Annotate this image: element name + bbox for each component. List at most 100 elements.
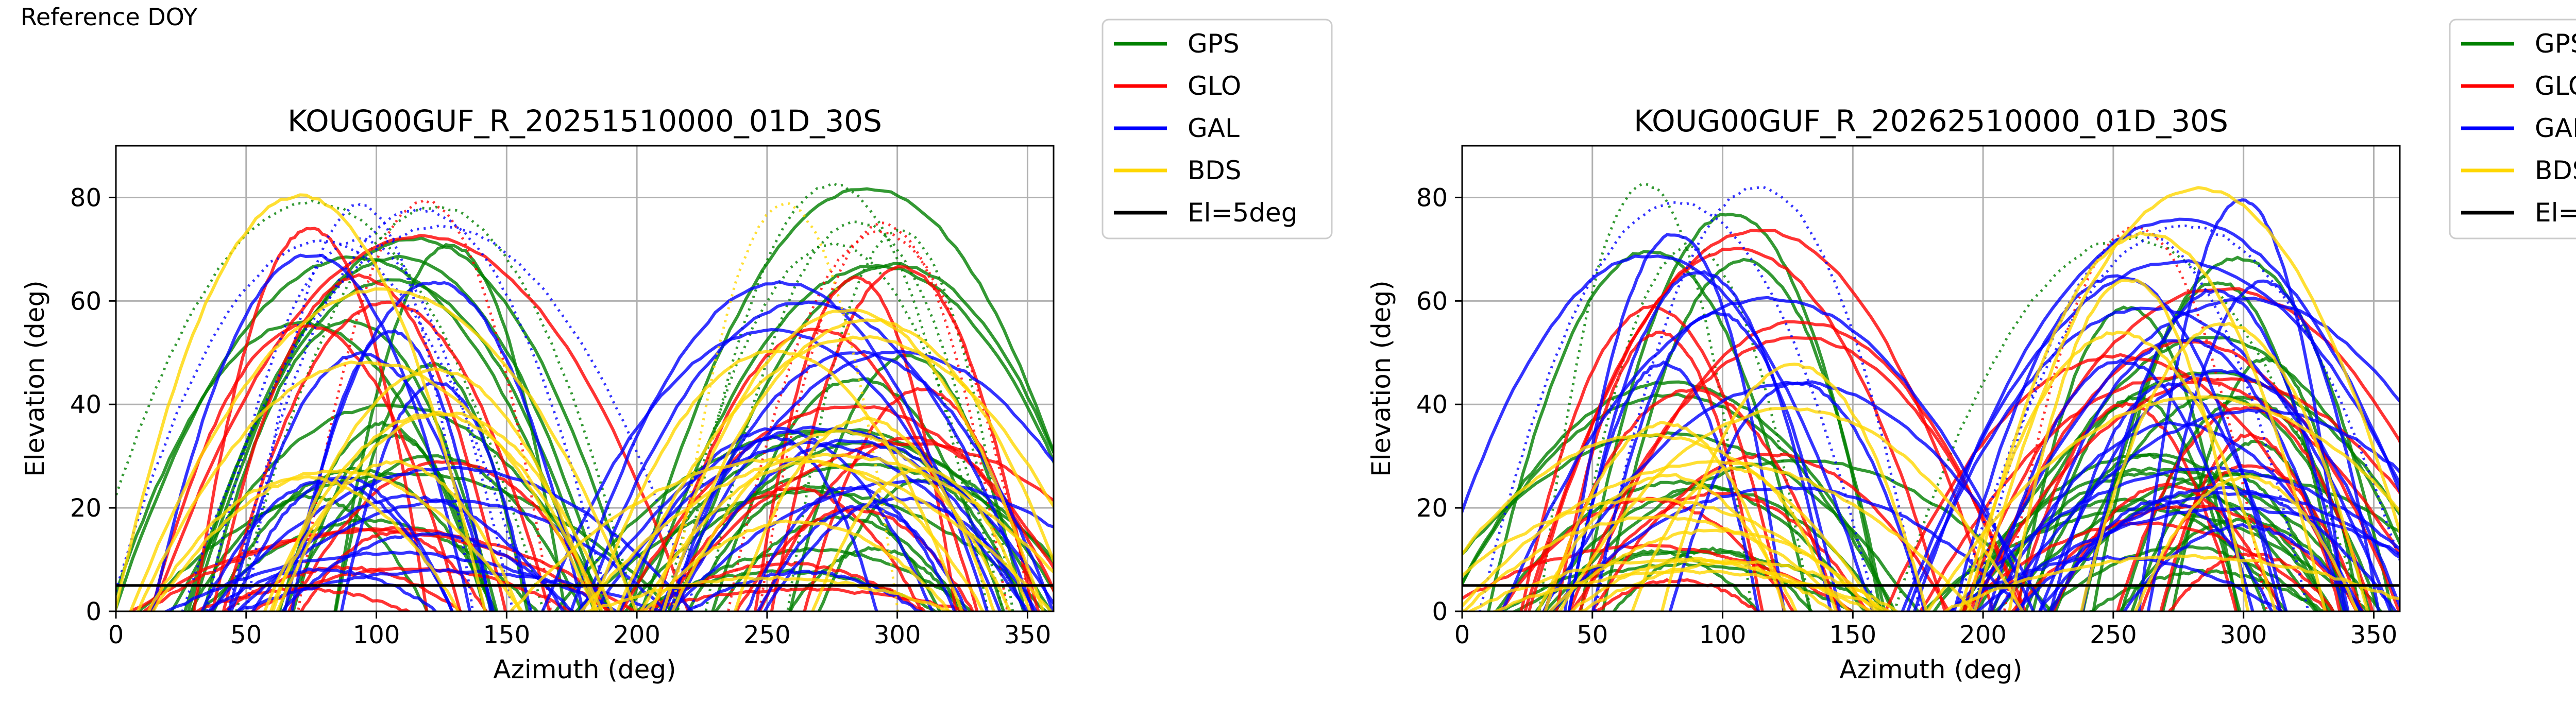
track-glo <box>223 565 464 611</box>
track-gps <box>235 205 637 611</box>
track-bds <box>1569 557 1835 611</box>
x-tick-label: 0 <box>108 621 124 649</box>
track-gal <box>2038 485 2398 611</box>
figure-note: Reference DOY <box>21 3 198 31</box>
y-tick-label: 20 <box>70 494 101 523</box>
x-tick-label: 300 <box>874 621 921 649</box>
track-glo <box>1568 336 2027 611</box>
y-tick-label: 60 <box>70 287 101 316</box>
x-tick-label: 100 <box>1699 621 1747 649</box>
track-bds <box>1966 231 2327 611</box>
satellite-tracks <box>1462 182 2400 611</box>
track-gal <box>578 425 1054 611</box>
track-bds <box>1973 186 2400 611</box>
legend-label: GLO <box>2535 71 2576 101</box>
legend-box <box>1101 19 1333 239</box>
track-bds <box>579 453 1054 611</box>
track-gal <box>116 239 533 611</box>
chart-panel-2: 0 50 100 150 200 250 300 350 0 20 40 60 80 KOUG00GUF_… <box>1366 19 2576 684</box>
track-glo <box>726 230 1033 611</box>
x-tick-label: 150 <box>1829 621 1877 649</box>
track-bds <box>2008 278 2250 611</box>
track-bds <box>582 575 955 611</box>
x-tick-label: 200 <box>613 621 660 649</box>
track-bds <box>650 308 1045 611</box>
x-axis-label: Azimuth (deg) <box>493 655 676 684</box>
track-gal <box>2146 279 2380 611</box>
track-gal <box>671 438 1028 611</box>
track-glo <box>1594 578 1761 611</box>
track-gps <box>674 262 1054 611</box>
track-gal <box>1478 201 1877 611</box>
track-bds <box>1462 459 1976 611</box>
y-tick-label: 0 <box>86 597 101 626</box>
y-tick-label: 20 <box>1416 494 1448 523</box>
x-tick-label: 150 <box>483 621 531 649</box>
track-gal <box>1594 185 1922 611</box>
track-bds <box>661 318 1054 611</box>
x-tick-label: 200 <box>1959 621 2007 649</box>
x-tick-label: 350 <box>2350 621 2398 649</box>
track-bds <box>1558 406 2025 611</box>
track-gal <box>1953 274 2282 611</box>
track-gal <box>1974 506 2400 611</box>
track-gps <box>1960 371 2400 611</box>
legend-label: GPS <box>1188 29 1240 59</box>
track-gps <box>2092 281 2344 611</box>
track-gal <box>744 486 957 611</box>
x-tick-label: 50 <box>230 621 262 649</box>
track-gal <box>1996 408 2400 611</box>
track-gal <box>1972 296 2400 611</box>
y-axis-label: Elevation (deg) <box>20 280 50 476</box>
y-tick-label: 40 <box>1416 390 1448 419</box>
track-bds <box>642 519 952 611</box>
track-gal <box>1563 233 1786 611</box>
track-bds <box>116 193 487 611</box>
track-bds <box>1462 513 1852 611</box>
legend: GPS GLO GAL BDS El=5deg <box>1101 19 1333 239</box>
track-glo <box>222 300 551 611</box>
track-gal <box>581 300 1036 611</box>
track-gal <box>1567 270 1833 611</box>
track-gal <box>227 207 611 611</box>
y-tick-label: 0 <box>1432 597 1448 626</box>
track-gal <box>1548 485 2026 611</box>
track-gal <box>163 551 619 611</box>
track-bds <box>1467 557 1875 611</box>
track-glo <box>141 528 613 611</box>
x-tick-label: 250 <box>2090 621 2137 649</box>
x-tick-label: 300 <box>2220 621 2267 649</box>
y-tick-label: 60 <box>1416 287 1448 316</box>
track-glo <box>1960 521 2329 611</box>
satellite-tracks <box>116 181 1054 611</box>
legend-label: El=5deg <box>2535 198 2576 228</box>
track-gal <box>756 503 968 611</box>
track-gal <box>685 569 923 611</box>
track-gal <box>662 349 1054 611</box>
track-gps <box>663 241 1004 611</box>
track-glo <box>758 221 1009 611</box>
legend-label: GAL <box>1188 113 1240 143</box>
legend-label: BDS <box>1188 156 1242 185</box>
x-tick-label: 250 <box>743 621 791 649</box>
track-bds <box>1943 554 2400 611</box>
x-tick-label: 350 <box>1004 621 1052 649</box>
track-gal <box>1462 254 1874 611</box>
track-glo <box>151 233 690 611</box>
legend-label: GLO <box>1188 71 1241 101</box>
x-tick-label: 100 <box>353 621 400 649</box>
track-gal <box>1912 217 2400 611</box>
track-glo <box>2014 401 2238 611</box>
track-glo <box>211 273 507 611</box>
track-gal <box>229 475 454 611</box>
chart-title: KOUG00GUF_R_20262510000_01D_30S <box>1634 104 2228 139</box>
x-tick-label: 50 <box>1577 621 1608 649</box>
track-bds <box>2080 321 2369 611</box>
y-tick-label: 80 <box>70 183 101 212</box>
track-bds <box>146 475 460 611</box>
track-gps <box>2081 255 2394 611</box>
track-bds <box>269 459 522 611</box>
track-bds <box>1490 569 1893 611</box>
track-bds <box>1462 433 1880 611</box>
